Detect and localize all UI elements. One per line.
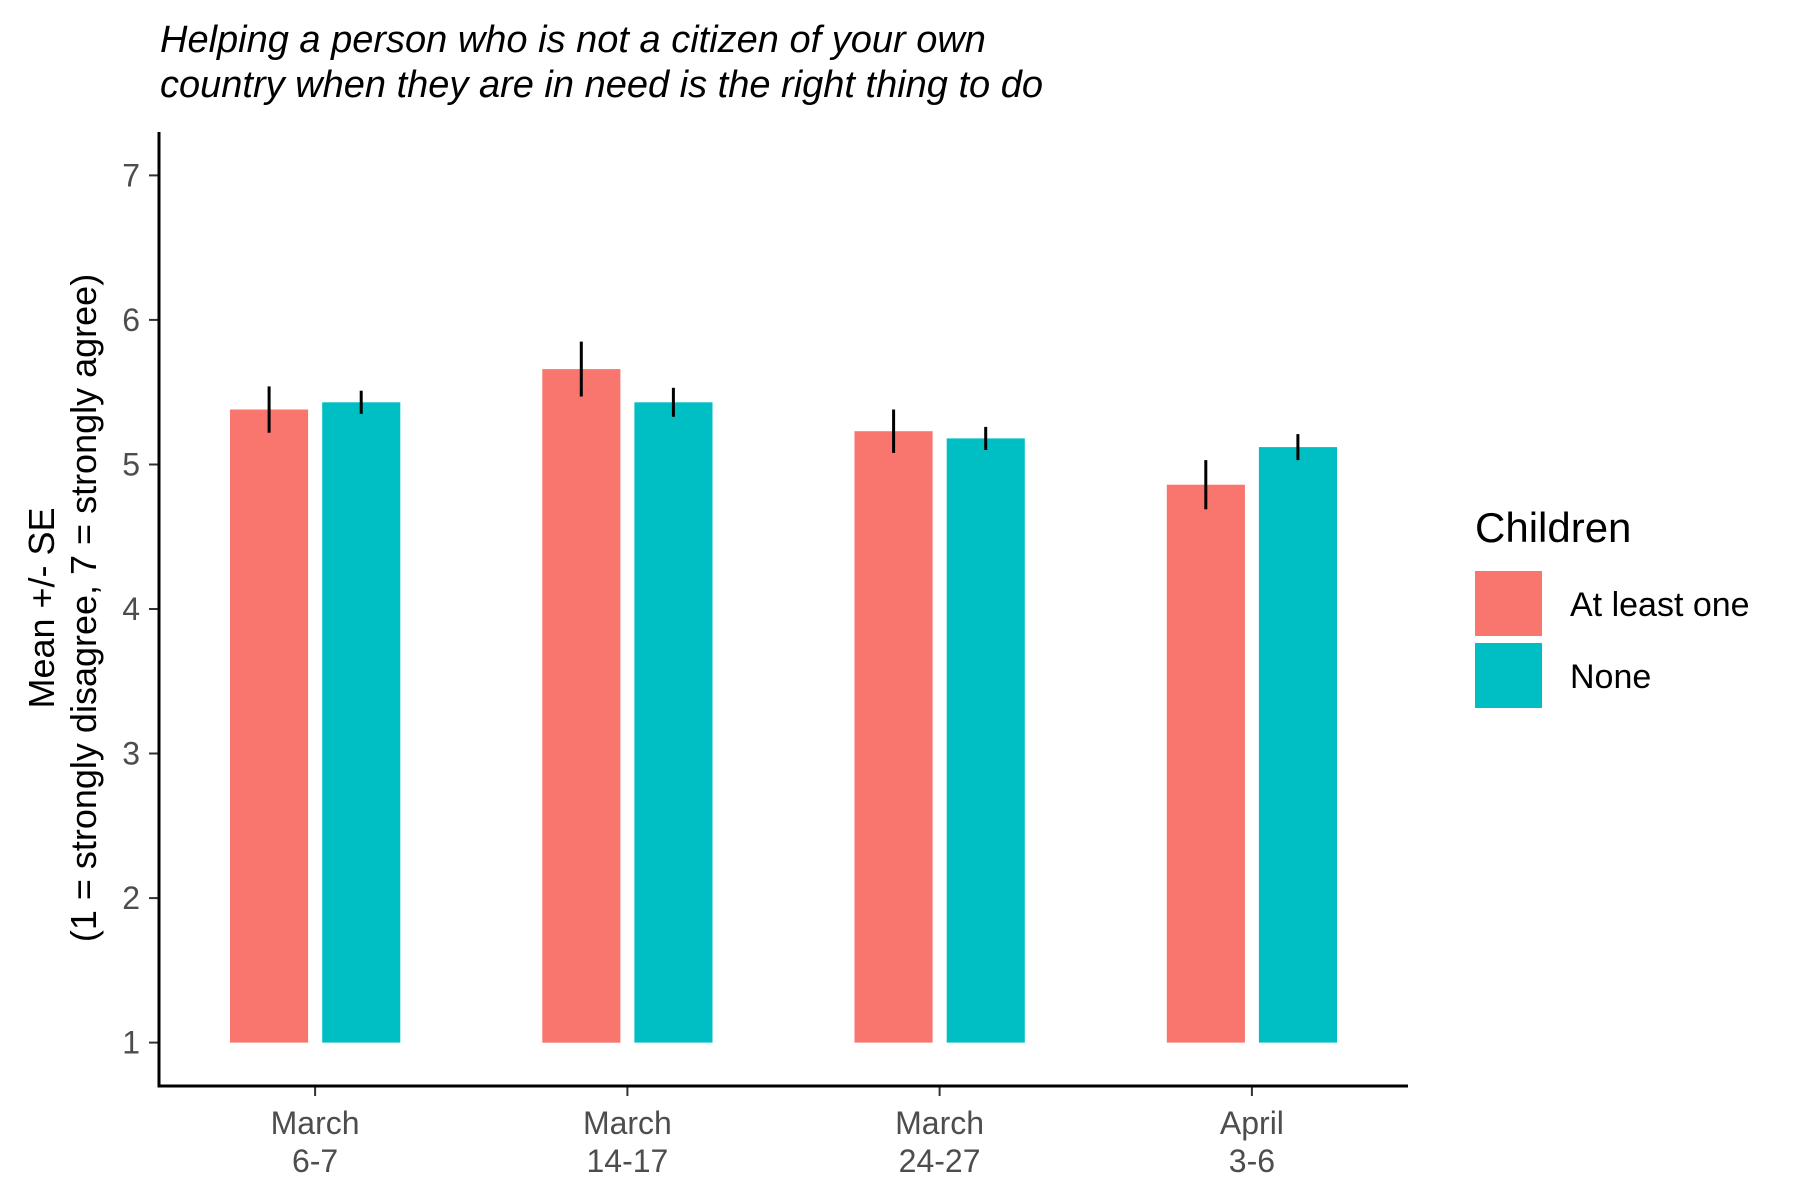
y-tick-label: 1 — [122, 1025, 140, 1061]
y-tick-label: 2 — [122, 880, 140, 916]
y-axis-title: Mean +/- SE (1 = strongly disagree, 7 = … — [21, 274, 104, 942]
legend-title: Children — [1475, 504, 1631, 551]
plot-area — [230, 341, 1337, 1043]
bar-series-1-category-1 — [230, 409, 309, 1043]
chart-title-line-1: Helping a person who is not a citizen of… — [160, 19, 986, 61]
y-tick-label: 5 — [122, 447, 140, 483]
x-tick-label: March — [895, 1105, 984, 1141]
bar-series-2-category-3 — [946, 438, 1025, 1043]
y-axis-title-line-1: Mean +/- SE — [21, 507, 62, 708]
legend-key-1 — [1475, 571, 1542, 636]
bar-series-2-category-4 — [1258, 447, 1337, 1043]
x-tick-label: 24-27 — [899, 1143, 981, 1179]
bar-series-2-category-1 — [322, 402, 401, 1043]
y-tick-label: 4 — [122, 591, 140, 627]
x-tick-label: April — [1220, 1105, 1284, 1141]
y-axis-title-line-2: (1 = strongly disagree, 7 = strongly agr… — [63, 274, 104, 942]
x-tick-label: March — [271, 1105, 360, 1141]
x-tick-label: March — [583, 1105, 672, 1141]
legend-key-2 — [1475, 643, 1542, 708]
x-tick-label: 3-6 — [1229, 1143, 1275, 1179]
y-axis-ticks: 1 2 3 4 5 6 7 — [122, 157, 159, 1061]
bar-series-2-category-2 — [634, 402, 713, 1043]
legend-label-1: At least one — [1570, 586, 1750, 624]
bar-series-1-category-3 — [854, 431, 933, 1043]
chart-title-line-2: country when they are in need is the rig… — [160, 64, 1043, 106]
x-tick-label: 14-17 — [586, 1143, 668, 1179]
y-tick-label: 7 — [122, 157, 140, 193]
y-tick-label: 3 — [122, 736, 140, 772]
bar-series-1-category-2 — [542, 369, 621, 1043]
legend: Children At least one None — [1475, 504, 1750, 708]
bar-series-1-category-4 — [1166, 484, 1245, 1043]
y-tick-label: 6 — [122, 302, 140, 338]
legend-label-2: None — [1570, 658, 1651, 696]
x-tick-label: 6-7 — [292, 1143, 338, 1179]
